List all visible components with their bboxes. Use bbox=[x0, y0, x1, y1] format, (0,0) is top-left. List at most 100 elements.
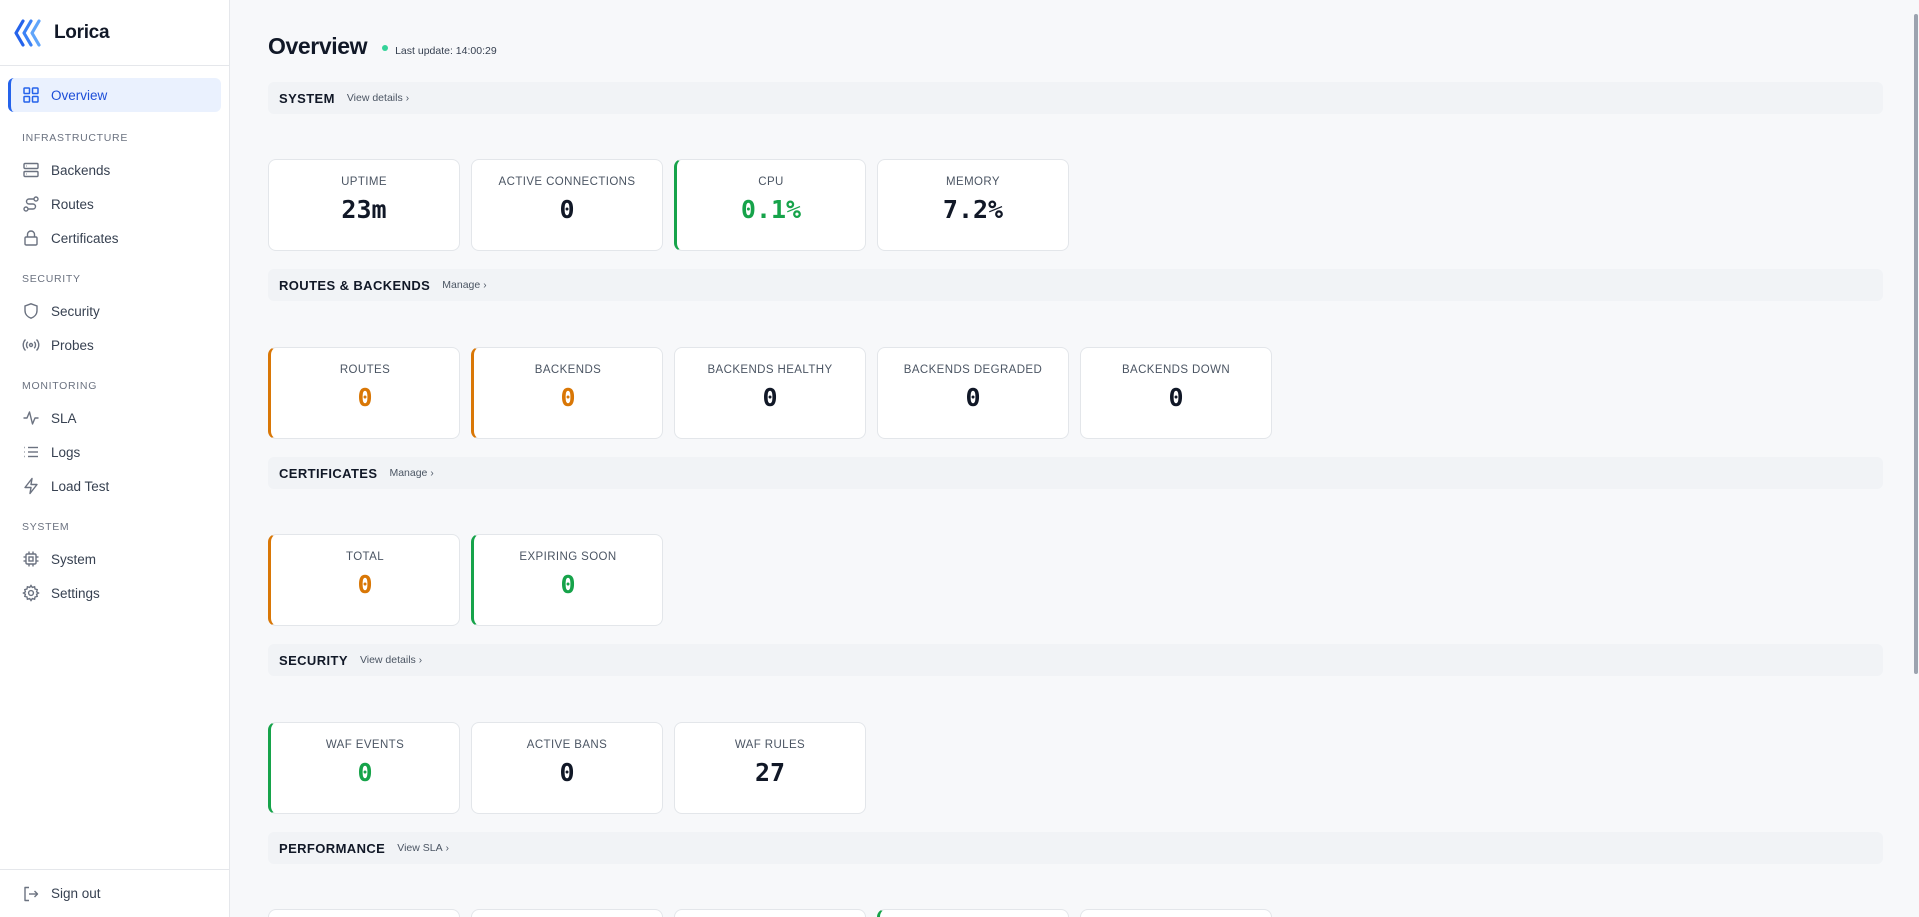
stat-label: ACTIVE CONNECTIONS bbox=[498, 176, 636, 188]
stat-label: BACKENDS DOWN bbox=[1121, 364, 1231, 376]
stat-card-cpu: CPU 0.1% bbox=[674, 159, 866, 251]
sidebar-nav: Overview INFRASTRUCTURE Backends Routes … bbox=[0, 66, 229, 610]
chevron-right-icon: › bbox=[445, 843, 449, 854]
stat-label: BACKENDS DEGRADED bbox=[903, 364, 1043, 376]
stat-value: 0 bbox=[559, 758, 575, 787]
page-header: Overview Last update: 14:00:29 bbox=[268, 33, 497, 60]
stat-value: 0 bbox=[762, 383, 778, 412]
sidebar-item-label: Certificates bbox=[51, 230, 119, 246]
nav-section-security: SECURITY bbox=[22, 273, 81, 285]
stat-card-backends-healthy: BACKENDS HEALTHY 0 bbox=[674, 347, 866, 439]
chevron-right-icon: › bbox=[418, 655, 423, 666]
stat-value: 0 bbox=[560, 383, 576, 412]
stat-value: 7.2% bbox=[942, 195, 1004, 224]
nav-section-system: SYSTEM bbox=[22, 521, 70, 533]
sidebar-item-load-test[interactable]: Load Test bbox=[8, 469, 221, 503]
link-label: View SLA bbox=[397, 842, 443, 854]
stat-card bbox=[674, 909, 866, 917]
certificates-cards: TOTAL 0 EXPIRING SOON 0 bbox=[268, 534, 663, 626]
nav-section-monitoring: MONITORING bbox=[22, 380, 98, 392]
sidebar-item-label: Load Test bbox=[51, 478, 110, 494]
stat-card-routes: ROUTES 0 bbox=[268, 347, 460, 439]
manage-link[interactable]: Manage › bbox=[389, 467, 433, 479]
stat-value: 0 bbox=[560, 570, 576, 599]
page-scrollbar[interactable] bbox=[1911, 0, 1919, 917]
sidebar-item-backends[interactable]: Backends bbox=[8, 153, 221, 187]
sidebar-item-overview[interactable]: Overview bbox=[8, 78, 221, 112]
stat-card-uptime: UPTIME 23m bbox=[268, 159, 460, 251]
section-header-certificates: CERTIFICATES Manage › bbox=[268, 457, 1883, 489]
section-title: PERFORMANCE bbox=[279, 840, 386, 856]
sign-out-button[interactable]: Sign out bbox=[8, 877, 221, 911]
sidebar-item-settings[interactable]: Settings bbox=[8, 576, 221, 610]
stat-value: 0 bbox=[559, 195, 575, 224]
view-details-link[interactable]: View details › bbox=[360, 654, 422, 666]
view-sla-link[interactable]: View SLA › bbox=[397, 842, 449, 854]
page-title: Overview bbox=[268, 33, 368, 59]
sidebar-item-routes[interactable]: Routes bbox=[8, 187, 221, 221]
shield-icon bbox=[24, 303, 38, 319]
live-status-dot-icon bbox=[382, 45, 389, 51]
link-label: View details bbox=[359, 654, 416, 666]
stat-label: UPTIME bbox=[341, 176, 387, 188]
sidebar-item-security[interactable]: Security bbox=[8, 294, 221, 328]
stat-value: 0 bbox=[357, 570, 373, 599]
stat-card bbox=[1080, 909, 1272, 917]
stat-card bbox=[471, 909, 663, 917]
manage-link[interactable]: Manage › bbox=[442, 279, 486, 291]
section-title: ROUTES & BACKENDS bbox=[279, 277, 431, 293]
stat-card-backends: BACKENDS 0 bbox=[471, 347, 663, 439]
grid-icon bbox=[23, 87, 39, 103]
chevron-right-icon: › bbox=[405, 93, 410, 104]
section-header-security: SECURITY View details › bbox=[268, 644, 1883, 676]
sidebar-item-probes[interactable]: Probes bbox=[8, 328, 221, 362]
stat-card-memory: MEMORY 7.2% bbox=[877, 159, 1069, 251]
section-header-routes-backends: ROUTES & BACKENDS Manage › bbox=[268, 269, 1883, 301]
stat-card bbox=[268, 909, 460, 917]
sidebar-item-label: Settings bbox=[51, 585, 100, 601]
stat-label: TOTAL bbox=[346, 551, 384, 563]
stat-card-active-bans: ACTIVE BANS 0 bbox=[471, 722, 663, 814]
stat-label: ACTIVE BANS bbox=[526, 739, 608, 751]
section-header-performance: PERFORMANCE View SLA › bbox=[268, 832, 1883, 864]
link-label: Manage bbox=[389, 467, 428, 479]
scrollbar-thumb[interactable] bbox=[1914, 14, 1918, 674]
section-header-system: SYSTEM View details › bbox=[268, 82, 1883, 114]
routes-backends-cards: ROUTES 0 BACKENDS 0 BACKENDS HEALTHY 0 B… bbox=[268, 347, 1272, 439]
system-cards: UPTIME 23m ACTIVE CONNECTIONS 0 CPU 0.1%… bbox=[268, 159, 1069, 251]
brand-name: Lorica bbox=[54, 21, 110, 43]
stat-label: ROUTES bbox=[339, 364, 391, 376]
stat-value: 0 bbox=[1168, 383, 1184, 412]
stat-value: 27 bbox=[754, 758, 786, 787]
sidebar: Lorica Overview INFRASTRUCTURE Backends … bbox=[0, 0, 230, 917]
list-icon bbox=[24, 446, 38, 458]
radio-signal-icon bbox=[22, 339, 40, 351]
security-cards: WAF EVENTS 0 ACTIVE BANS 0 WAF RULES 27 bbox=[268, 722, 866, 814]
sidebar-item-certificates[interactable]: Certificates bbox=[8, 221, 221, 255]
cpu-chip-icon bbox=[23, 551, 39, 567]
stat-label: MEMORY bbox=[946, 176, 1000, 188]
route-icon bbox=[23, 196, 39, 212]
view-details-link[interactable]: View details › bbox=[347, 92, 409, 104]
stat-label: WAF RULES bbox=[734, 739, 806, 751]
sidebar-item-sla[interactable]: SLA bbox=[8, 401, 221, 435]
activity-icon bbox=[23, 411, 39, 425]
link-label: Manage bbox=[442, 279, 481, 291]
stat-card-waf-events: WAF EVENTS 0 bbox=[268, 722, 460, 814]
sidebar-item-logs[interactable]: Logs bbox=[8, 435, 221, 469]
section-title: SECURITY bbox=[279, 652, 348, 668]
sidebar-item-label: Security bbox=[51, 303, 100, 319]
stat-card-expiring-soon: EXPIRING SOON 0 bbox=[471, 534, 663, 626]
sidebar-item-label: System bbox=[51, 551, 97, 567]
sidebar-footer: Sign out bbox=[0, 869, 229, 917]
brand[interactable]: Lorica bbox=[0, 0, 229, 66]
stat-card-waf-rules: WAF RULES 27 bbox=[674, 722, 866, 814]
stat-value: 23m bbox=[341, 195, 387, 224]
stat-card-backends-degraded: BACKENDS DEGRADED 0 bbox=[877, 347, 1069, 439]
sidebar-item-label: Routes bbox=[51, 196, 94, 212]
sign-out-icon bbox=[24, 886, 39, 901]
server-icon bbox=[23, 162, 39, 178]
stat-value: 0.1% bbox=[740, 195, 802, 224]
sidebar-item-system[interactable]: System bbox=[8, 542, 221, 576]
section-title: SYSTEM bbox=[279, 90, 335, 106]
